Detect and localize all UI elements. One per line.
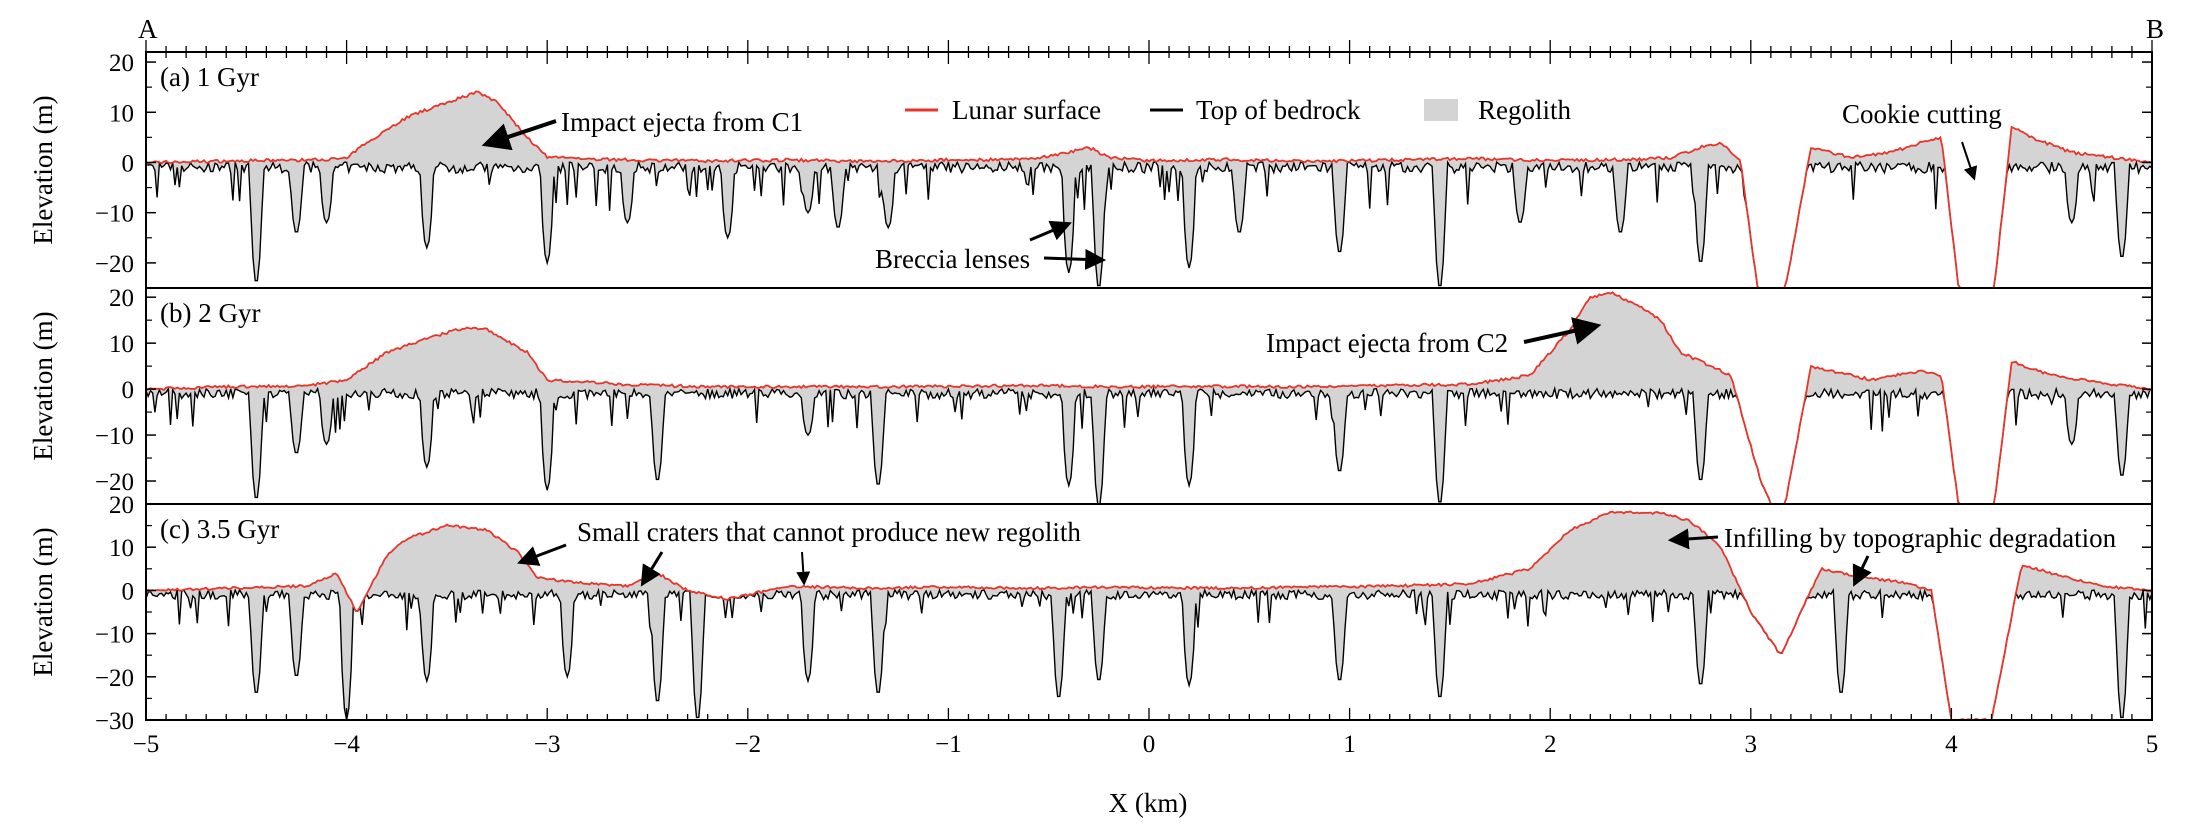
y-tick-label: −10 (95, 201, 134, 228)
x-tick-label: −5 (133, 731, 160, 758)
arrow-breccia-1 (1029, 220, 1072, 242)
arrow-small-craters-3 (796, 551, 811, 586)
arrow-infilling-1 (1667, 528, 1719, 550)
annotation-small-craters: Small craters that cannot produce new re… (577, 517, 1081, 547)
bedrock-line (146, 159, 2152, 288)
y-tick-label: 10 (109, 100, 134, 127)
y-tick-label: 0 (122, 377, 135, 404)
annotation-arrows (481, 119, 1978, 587)
y-axis-title-c: Elevation (m) (28, 527, 58, 676)
panels-group: 20 10 0 −10 −20 (a) 1 Gyr 20 10 0 −10 −20 (b) 2 Gyr… (95, 50, 2153, 735)
y-tick-label: 10 (109, 535, 134, 562)
panel-label: (c) 3.5 Gyr (160, 514, 279, 544)
y-tick-label: 0 (122, 578, 135, 605)
legend-label-surface: Lunar surface (952, 95, 1101, 125)
y-tick-label: 20 (109, 285, 134, 312)
legend: Lunar surface Top of bedrock Regolith (905, 95, 1571, 125)
arrow-ejecta-c2 (1523, 317, 1602, 345)
panel-label: (a) 1 Gyr (160, 62, 259, 92)
panel-plot-area (146, 291, 2152, 504)
arrow-ejecta-c1 (481, 119, 557, 151)
arrow-small-craters-2 (640, 551, 664, 587)
x-tick-label: 0 (1143, 731, 1156, 758)
y-tick-label: −10 (95, 622, 134, 649)
arrow-breccia-2 (1043, 248, 1107, 270)
legend-label-bedrock: Top of bedrock (1196, 95, 1361, 125)
y-tick-label: 10 (109, 331, 134, 358)
surface-line (146, 510, 2152, 720)
regolith-fill (146, 292, 2152, 504)
y-tick-label: 0 (122, 150, 135, 177)
annotation-ejecta-c1: Impact ejecta from C1 (561, 107, 803, 137)
x-tick-label: −1 (935, 731, 962, 758)
y-tick-label: −20 (95, 251, 134, 278)
surface-line (146, 90, 2152, 288)
x-tick-label: −4 (333, 731, 360, 758)
x-tick-label: 4 (1945, 731, 1958, 758)
legend-label-regolith: Regolith (1478, 95, 1571, 125)
y-tick-label: −20 (95, 665, 134, 692)
panel-frame (145, 287, 2153, 505)
corner-label-a: A (138, 14, 158, 44)
panel-label: (b) 2 Gyr (160, 298, 260, 328)
regolith-fill (146, 511, 2152, 720)
x-tick-label: 2 (1544, 731, 1557, 758)
y-tick-label: 20 (109, 50, 134, 77)
legend-swatch-regolith (1424, 99, 1458, 121)
bedrock-line (146, 385, 2152, 504)
y-axis-title-a: Elevation (m) (28, 95, 58, 244)
y-tick-label: 20 (109, 492, 134, 519)
x-tick-labels: −5 −4 −3 −2 −1 0 1 2 3 4 5 (133, 40, 2159, 758)
x-tick-label: 3 (1745, 731, 1758, 758)
panel-c: 20 10 0 −10 −20 −30 (c) 3.5 Gyr (95, 492, 2153, 735)
x-tick-label: −3 (534, 731, 561, 758)
x-tick-label: 1 (1343, 731, 1356, 758)
corner-label-b: B (2146, 14, 2164, 44)
y-tick-label: −20 (95, 469, 134, 496)
arrow-infilling-2 (1852, 555, 1872, 587)
x-tick-label: −2 (734, 731, 761, 758)
bedrock-line (146, 587, 2152, 720)
y-tick-label: −10 (95, 423, 134, 450)
panel-plot-area (146, 90, 2152, 288)
panel-plot-area (146, 510, 2152, 720)
surface-line (146, 291, 2152, 504)
y-axis-title-b: Elevation (m) (28, 311, 58, 460)
y-tick-label: −30 (95, 708, 134, 735)
annotation-cookie: Cookie cutting (1842, 99, 2002, 129)
arrow-cookie (1961, 141, 1978, 181)
x-axis-title: X (km) (1109, 788, 1188, 818)
regolith-fill (146, 91, 2152, 288)
arrow-small-craters-1 (517, 543, 567, 566)
panel-b: 20 10 0 −10 −20 (b) 2 Gyr (95, 285, 2153, 505)
annotation-ejecta-c2: Impact ejecta from C2 (1266, 328, 1508, 358)
panel-a: 20 10 0 −10 −20 (a) 1 Gyr (95, 50, 2153, 289)
annotation-breccia: Breccia lenses (875, 244, 1030, 274)
annotation-infilling: Infilling by topographic degradation (1724, 523, 2117, 553)
x-tick-label: 5 (2146, 731, 2159, 758)
